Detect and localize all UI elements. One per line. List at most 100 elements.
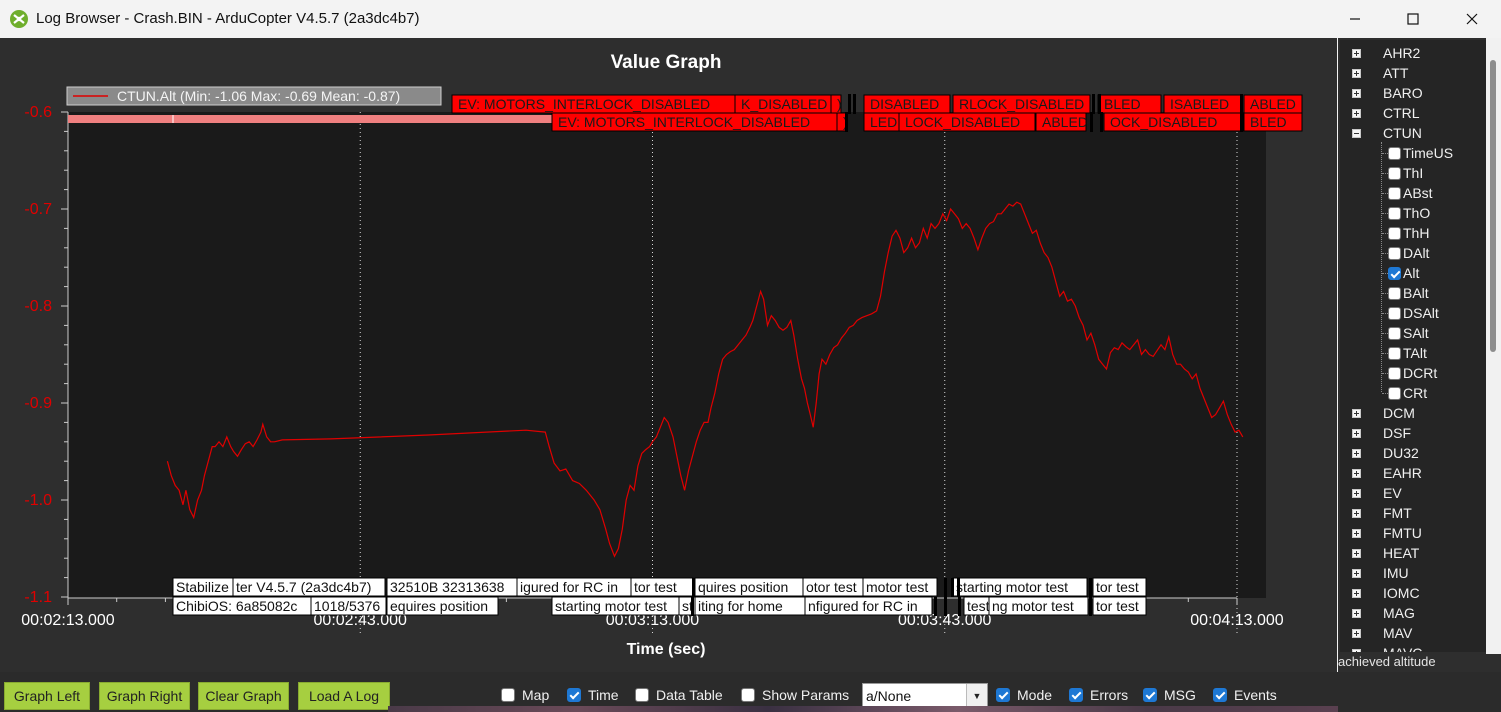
expand-icon[interactable]: [1352, 468, 1361, 478]
tree-group-dsf[interactable]: DSF: [1352, 423, 1411, 443]
field-checkbox[interactable]: [1388, 266, 1401, 280]
field-label: DAlt: [1403, 245, 1430, 261]
expand-icon[interactable]: [1352, 428, 1361, 438]
time-label: Time: [588, 687, 619, 703]
data-table-check-icon[interactable]: [635, 688, 649, 702]
tree-field-thh[interactable]: ThH: [1388, 223, 1429, 243]
expand-icon[interactable]: [1352, 448, 1361, 458]
clear-graph-button[interactable]: Clear Graph: [198, 682, 289, 710]
tree-field-dalt[interactable]: DAlt: [1388, 243, 1429, 263]
map-check-icon[interactable]: [501, 688, 515, 702]
mode-checkbox[interactable]: Mode: [996, 686, 1052, 704]
tree-group-dcm[interactable]: DCM: [1352, 403, 1415, 423]
tree-group-label: BARO: [1383, 85, 1423, 101]
expand-icon[interactable]: [1352, 648, 1361, 652]
expand-icon[interactable]: [1352, 568, 1361, 578]
tree-field-abst[interactable]: ABst: [1388, 183, 1433, 203]
tree-field-balt[interactable]: BAlt: [1388, 283, 1429, 303]
field-label: ThO: [1403, 205, 1431, 221]
msg-label: motor test: [866, 579, 928, 595]
tree-group-fmt[interactable]: FMT: [1352, 503, 1412, 523]
scrollbar-thumb[interactable]: [1490, 60, 1496, 352]
field-checkbox[interactable]: [1388, 246, 1401, 260]
expand-icon[interactable]: [1352, 88, 1361, 98]
tree-field-timeus[interactable]: TimeUS: [1388, 143, 1453, 163]
mode-select[interactable]: a/None ▼: [862, 683, 988, 709]
close-button[interactable]: [1443, 0, 1501, 38]
tree-field-dsalt[interactable]: DSAlt: [1388, 303, 1439, 323]
field-checkbox[interactable]: [1388, 166, 1401, 180]
expand-icon[interactable]: [1352, 48, 1361, 58]
field-checkbox[interactable]: [1388, 326, 1401, 340]
log-field-tree[interactable]: AHR2 ATT BARO CTRL CTUN TimeUS ThI ABst ThO ThH DA…: [1340, 40, 1486, 652]
expand-icon[interactable]: [1352, 68, 1361, 78]
value-graph-chart[interactable]: 00:02:13.000 00:02:43.000 00:03:13.000 00:0…: [0, 38, 1337, 672]
tree-field-crt[interactable]: CRt: [1388, 383, 1427, 403]
chevron-down-icon[interactable]: ▼: [966, 684, 987, 708]
time-checkbox[interactable]: Time: [567, 686, 619, 704]
field-checkbox[interactable]: [1388, 366, 1401, 380]
errors-check-icon[interactable]: [1069, 688, 1083, 702]
tree-group-eahr[interactable]: EAHR: [1352, 463, 1422, 483]
show-params-check-icon[interactable]: [741, 688, 755, 702]
tree-group-mavc[interactable]: MAVC: [1352, 643, 1422, 652]
maximize-button[interactable]: [1384, 0, 1442, 38]
graph-right-button[interactable]: Graph Right: [99, 682, 190, 710]
load-log-button[interactable]: Load A Log: [298, 682, 390, 710]
tree-group-imu[interactable]: IMU: [1352, 563, 1409, 583]
tree-field-dcrt[interactable]: DCRt: [1388, 363, 1437, 383]
field-checkbox[interactable]: [1388, 306, 1401, 320]
msg-label: starting motor test: [555, 598, 667, 614]
expand-icon[interactable]: [1352, 508, 1361, 518]
errors-checkbox[interactable]: Errors: [1069, 686, 1128, 704]
tree-field-alt[interactable]: Alt: [1388, 263, 1419, 283]
tree-scrollbar[interactable]: [1486, 38, 1501, 654]
tree-group-ahr2[interactable]: AHR2: [1352, 43, 1420, 63]
minimize-button[interactable]: [1326, 0, 1384, 38]
msg-checkbox[interactable]: MSG: [1143, 686, 1196, 704]
tree-group-baro[interactable]: BARO: [1352, 83, 1423, 103]
expand-icon[interactable]: [1352, 108, 1361, 118]
tree-group-att[interactable]: ATT: [1352, 63, 1408, 83]
tree-group-iomc[interactable]: IOMC: [1352, 583, 1420, 603]
expand-icon[interactable]: [1352, 588, 1361, 598]
tree-field-salt[interactable]: SAlt: [1388, 323, 1429, 343]
data-table-checkbox[interactable]: Data Table: [635, 686, 723, 704]
expand-icon[interactable]: [1352, 628, 1361, 638]
event-label: ABLED: [1042, 114, 1088, 130]
tree-field-thi[interactable]: ThI: [1388, 163, 1423, 183]
map-checkbox[interactable]: Map: [501, 686, 549, 704]
mode-check-icon[interactable]: [996, 688, 1010, 702]
tree-field-tho[interactable]: ThO: [1388, 203, 1430, 223]
tree-group-fmtu[interactable]: FMTU: [1352, 523, 1422, 543]
events-checkbox[interactable]: Events: [1213, 686, 1277, 704]
events-check-icon[interactable]: [1213, 688, 1227, 702]
tree-group-ctun[interactable]: CTUN: [1352, 123, 1422, 143]
tree-group-ctrl[interactable]: CTRL: [1352, 103, 1420, 123]
time-check-icon[interactable]: [567, 688, 581, 702]
field-checkbox[interactable]: [1388, 226, 1401, 240]
field-checkbox[interactable]: [1388, 146, 1401, 160]
show-params-checkbox[interactable]: Show Params: [741, 686, 849, 704]
tree-group-du32[interactable]: DU32: [1352, 443, 1419, 463]
field-checkbox[interactable]: [1388, 206, 1401, 220]
field-checkbox[interactable]: [1388, 386, 1401, 400]
field-checkbox[interactable]: [1388, 346, 1401, 360]
msg-check-icon[interactable]: [1143, 688, 1157, 702]
tree-group-mag[interactable]: MAG: [1352, 603, 1415, 623]
field-checkbox[interactable]: [1388, 286, 1401, 300]
value-graph-panel[interactable]: 00:02:13.000 00:02:43.000 00:03:13.000 00:0…: [0, 38, 1337, 672]
tree-field-talt[interactable]: TAlt: [1388, 343, 1427, 363]
graph-left-button[interactable]: Graph Left: [4, 682, 90, 710]
expand-icon[interactable]: [1352, 608, 1361, 618]
field-checkbox[interactable]: [1388, 186, 1401, 200]
tree-group-ev[interactable]: EV: [1352, 483, 1402, 503]
expand-icon[interactable]: [1352, 548, 1361, 558]
tree-group-mav[interactable]: MAV: [1352, 623, 1412, 643]
expand-icon[interactable]: [1352, 488, 1361, 498]
tree-group-heat[interactable]: HEAT: [1352, 543, 1419, 563]
expand-icon[interactable]: [1352, 528, 1361, 538]
expand-icon[interactable]: [1352, 408, 1361, 418]
event-separator: [1098, 94, 1101, 114]
collapse-icon[interactable]: [1352, 128, 1361, 138]
